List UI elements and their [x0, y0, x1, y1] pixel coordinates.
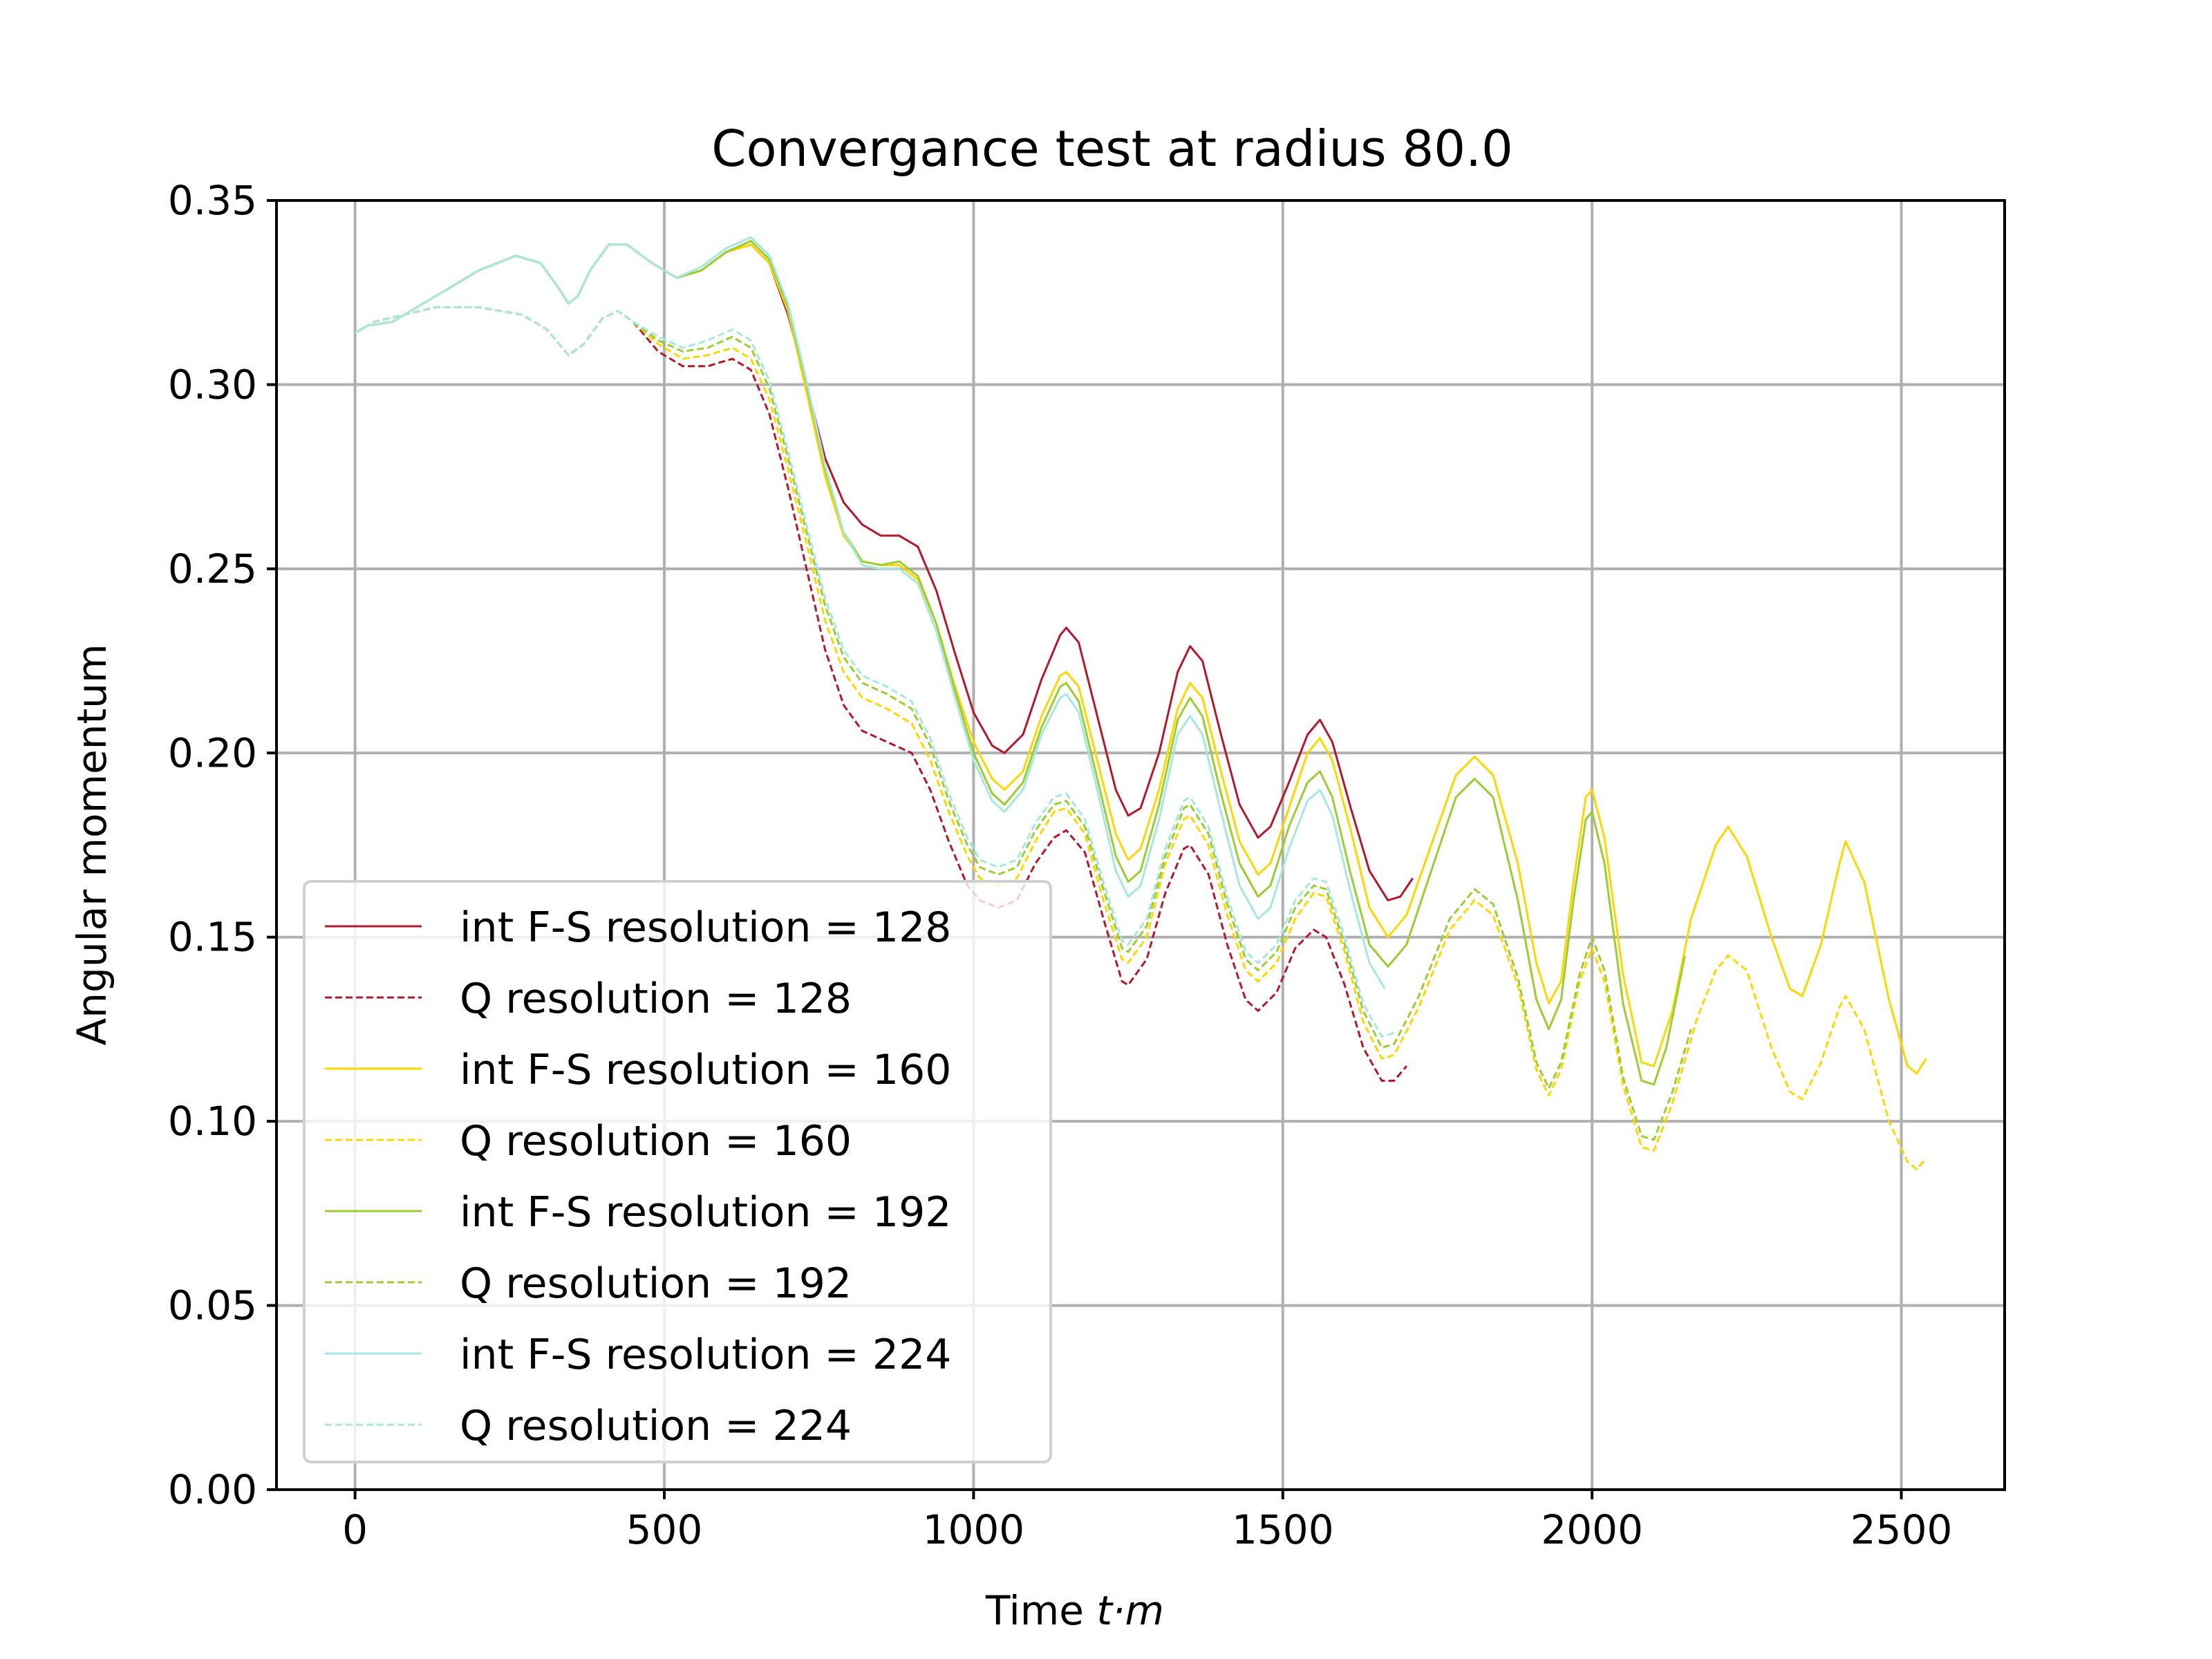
series-line-6 — [354, 306, 1692, 1141]
series-line-7 — [354, 236, 1386, 990]
y-tick-label: 0.20 — [168, 729, 257, 776]
x-tick-label: 1500 — [1232, 1506, 1334, 1553]
legend-label: int F-S resolution = 192 — [460, 1188, 951, 1237]
series-line-8 — [354, 306, 1395, 1038]
y-tick-label: 0.25 — [168, 545, 257, 592]
plot-frame — [275, 199, 2006, 1491]
x-tick-label: 2000 — [1541, 1506, 1643, 1553]
y-axis: 0.00 0.05 0.10 0.15 0.20 0.25 0.30 0.35 — [168, 177, 276, 1513]
y-tick-label: 0.15 — [168, 914, 257, 961]
legend-label: int F-S resolution = 128 — [460, 903, 951, 952]
x-tick-label: 2500 — [1850, 1506, 1953, 1553]
y-tick-label: 0.05 — [168, 1282, 257, 1329]
legend-label: Q resolution = 160 — [460, 1117, 852, 1165]
y-tick-label: 0.30 — [168, 361, 257, 408]
chart-title: Convergance test at radius 80.0 — [711, 120, 1513, 178]
x-axis-label: Time t·m — [985, 1587, 1164, 1634]
series-lines — [354, 236, 1927, 1170]
legend-label: Q resolution = 224 — [460, 1402, 852, 1450]
legend-box — [303, 880, 1052, 1463]
legend-label: Q resolution = 192 — [460, 1259, 852, 1308]
legend-label: int F-S resolution = 160 — [460, 1046, 951, 1094]
x-axis: 0 500 1000 1500 2000 2500 — [342, 1490, 1952, 1553]
y-axis-label: Angular momentum — [68, 644, 115, 1046]
x-axis-label-text: Time — [985, 1587, 1096, 1634]
legend-label: int F-S resolution = 224 — [460, 1331, 951, 1379]
y-tick-label: 0.00 — [168, 1466, 257, 1513]
x-tick-label: 500 — [626, 1506, 703, 1553]
legend-label: Q resolution = 128 — [460, 975, 852, 1023]
x-axis-label-math: t·m — [1096, 1587, 1164, 1634]
x-tick-label: 1000 — [923, 1506, 1025, 1553]
legend: int F-S resolution = 128 Q resolution = 1… — [303, 880, 1052, 1463]
x-tick-label: 0 — [342, 1506, 368, 1553]
series-line-1 — [354, 243, 1414, 901]
y-tick-label: 0.10 — [168, 1098, 257, 1145]
series-line-4 — [354, 306, 1927, 1170]
y-tick-label: 0.35 — [168, 177, 257, 224]
